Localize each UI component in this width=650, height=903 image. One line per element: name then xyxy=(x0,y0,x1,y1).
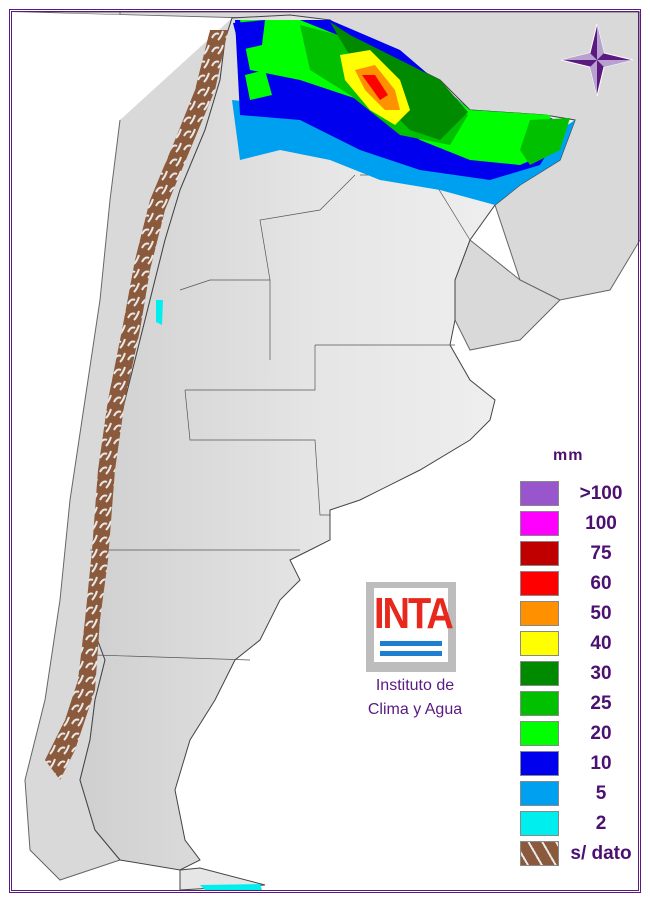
legend-unit: mm xyxy=(553,447,584,464)
legend-swatch xyxy=(520,631,559,656)
legend-label: 5 xyxy=(595,783,607,804)
legend-item: 5 xyxy=(520,781,640,807)
precipitation-areas xyxy=(156,20,575,890)
legend-label: 60 xyxy=(590,573,612,594)
legend-swatch xyxy=(520,511,559,536)
legend-label: 50 xyxy=(590,603,612,624)
map-frame xyxy=(9,9,641,893)
logo-caption-line1: Instituto de xyxy=(375,677,455,694)
legend-item: 30 xyxy=(520,661,640,687)
legend-item: 25 xyxy=(520,691,640,717)
legend-label: >100 xyxy=(579,483,623,504)
no-data-strip xyxy=(45,30,228,780)
compass-rose-icon xyxy=(560,23,634,97)
legend-item: 60 xyxy=(520,571,640,597)
legend-swatch xyxy=(520,481,559,506)
legend-swatch xyxy=(520,691,559,716)
legend-item: s/ dato xyxy=(520,841,640,867)
logo-caption-line2: Clima y Agua xyxy=(367,701,463,718)
legend-label: 30 xyxy=(590,663,612,684)
legend-label: 40 xyxy=(590,633,612,654)
legend-swatch xyxy=(520,841,559,866)
legend-label: 10 xyxy=(590,753,612,774)
legend-swatch xyxy=(520,781,559,806)
legend-item: 10 xyxy=(520,751,640,777)
legend-swatch xyxy=(520,541,559,566)
legend-swatch xyxy=(520,811,559,836)
legend-label: 75 xyxy=(590,543,612,564)
inta-logo-text: INTA xyxy=(374,590,454,639)
legend-label: 20 xyxy=(590,723,612,744)
legend-item: 20 xyxy=(520,721,640,747)
legend-label: 2 xyxy=(595,813,607,834)
legend-item: 75 xyxy=(520,541,640,567)
legend-item: >100 xyxy=(520,481,640,507)
legend-item: 100 xyxy=(520,511,640,537)
legend-swatch xyxy=(520,571,559,596)
legend-item: 2 xyxy=(520,811,640,837)
inta-logo: INTA xyxy=(366,582,456,672)
legend-swatch xyxy=(520,751,559,776)
legend-swatch xyxy=(520,601,559,626)
legend-label: 25 xyxy=(590,693,612,714)
legend-swatch xyxy=(520,721,559,746)
legend-label: 100 xyxy=(585,513,617,534)
legend-swatch xyxy=(520,661,559,686)
legend-label: s/ dato xyxy=(570,843,632,864)
legend-item: 40 xyxy=(520,631,640,657)
legend-item: 50 xyxy=(520,601,640,627)
